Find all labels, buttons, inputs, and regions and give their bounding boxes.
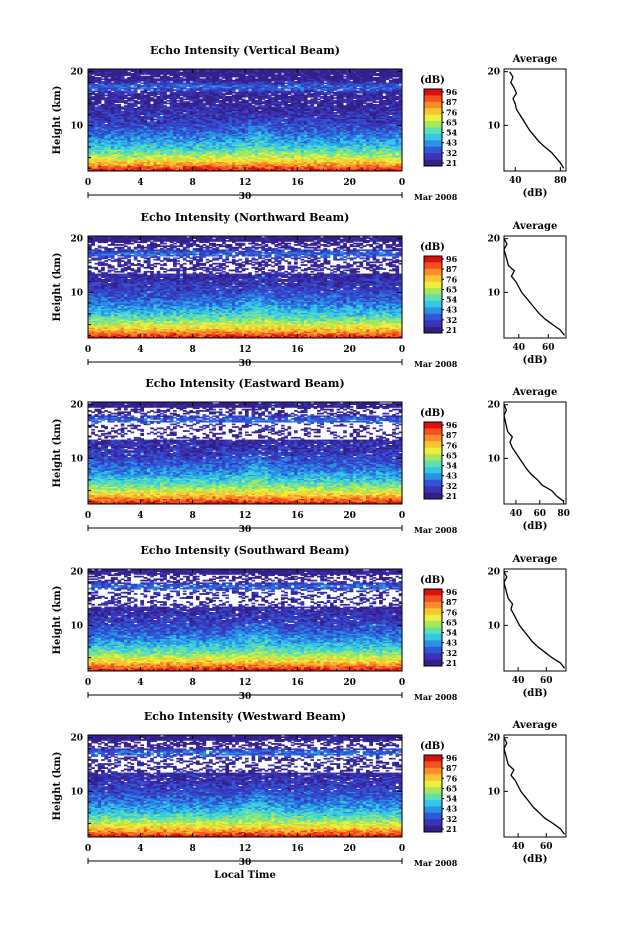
panel-title: Echo Intensity (Vertical Beam) [150, 44, 340, 57]
radar-echo-figure: Echo Intensity (Vertical Beam)0 4 8 12 16 20 0… [0, 0, 620, 929]
beam-panel-0: Echo Intensity (Vertical Beam)0 4 8 12 16 20 0… [52, 44, 567, 202]
heatmap-cells [88, 69, 402, 171]
